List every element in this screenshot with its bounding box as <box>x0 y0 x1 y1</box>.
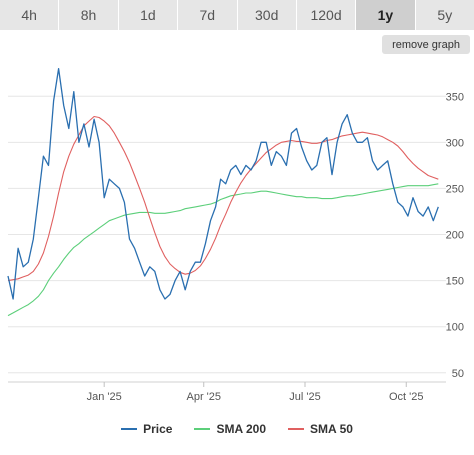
grid <box>8 95 446 387</box>
y-tick-label-350: 350 <box>446 91 464 103</box>
y-tick-label-150: 150 <box>446 276 464 288</box>
tab-8h[interactable]: 8h <box>59 0 119 30</box>
series-lines <box>7 67 439 317</box>
tab-1y[interactable]: 1y <box>356 0 416 30</box>
price-chart: 50 100 150 200 250 300 350 Jan '25 Apr '25 Jul '2… <box>7 67 464 403</box>
legend: Price SMA 200 SMA 50 <box>0 420 474 438</box>
axis-labels: 50 100 150 200 250 300 350 Jan '25 Apr '25 Jul '2… <box>87 91 464 403</box>
legend-sma50[interactable]: SMA 50 <box>288 422 353 436</box>
range-tabs: 4h 8h 1d 7d 30d 120d 1y 5y <box>0 0 474 30</box>
x-tick-label-3: Oct '25 <box>389 391 424 403</box>
y-tick-label-100: 100 <box>446 322 464 334</box>
legend-sma50-swatch <box>288 428 305 430</box>
remove-graph-button[interactable]: remove graph <box>382 35 470 54</box>
y-tick-label-50: 50 <box>452 368 464 380</box>
sma200-line <box>7 183 439 317</box>
tab-4h[interactable]: 4h <box>0 0 60 30</box>
y-tick-label-250: 250 <box>446 183 464 195</box>
price-line <box>7 67 439 300</box>
x-tick-label-1: Apr '25 <box>186 391 221 403</box>
legend-price-label: Price <box>143 422 173 436</box>
tab-5y[interactable]: 5y <box>437 7 453 23</box>
tab-30d[interactable]: 30d <box>238 0 297 30</box>
tab-1d[interactable]: 1d <box>119 0 179 30</box>
legend-price-swatch <box>121 428 138 430</box>
tab-7d[interactable]: 7d <box>178 0 238 30</box>
legend-sma200[interactable]: SMA 200 <box>194 422 266 436</box>
tab-120d[interactable]: 120d <box>297 0 357 30</box>
x-tick-label-2: Jul '25 <box>289 391 320 403</box>
sma50-line <box>7 115 439 282</box>
y-tick-label-300: 300 <box>446 137 464 149</box>
legend-sma50-label: SMA 50 <box>310 422 353 436</box>
y-tick-label-200: 200 <box>446 230 464 242</box>
legend-sma200-swatch <box>194 428 211 430</box>
legend-sma200-label: SMA 200 <box>216 422 267 436</box>
x-tick-label-0: Jan '25 <box>87 391 122 403</box>
legend-price[interactable]: Price <box>121 422 172 436</box>
